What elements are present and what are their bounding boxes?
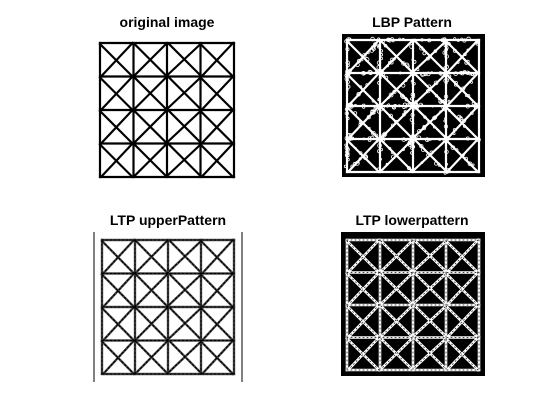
- panel-ltp-lower-pattern: LTP lowerpattern: [332, 208, 492, 380]
- ltp-upper-pattern-image: [92, 232, 244, 382]
- panel-title-original: original image: [119, 14, 215, 30]
- panel-title-ltp-lower: LTP lowerpattern: [355, 212, 469, 228]
- panel-title-ltp-upper: LTP upperPattern: [109, 212, 227, 228]
- panel-title-lbp: LBP Pattern: [372, 14, 452, 30]
- ltp-lower-pattern-image: [341, 232, 485, 376]
- panel-ltp-upper-pattern: LTP upperPattern: [88, 208, 248, 382]
- panel-lbp-pattern: LBP Pattern: [332, 10, 492, 182]
- panel-original-image: original image: [92, 10, 242, 182]
- grid-cross-pattern-image: [98, 41, 236, 179]
- lbp-pattern-image: [342, 34, 485, 177]
